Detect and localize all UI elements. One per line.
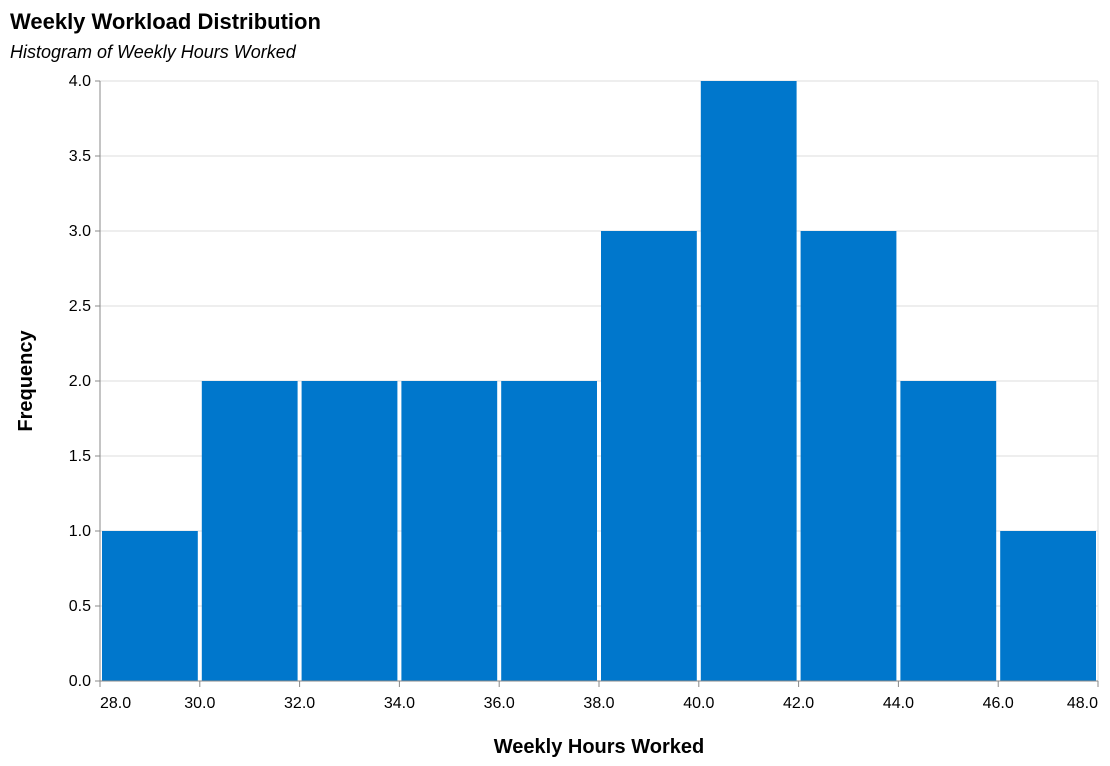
x-tick-label: 36.0 xyxy=(484,695,515,712)
histogram-bar xyxy=(102,531,198,681)
x-axis-title: Weekly Hours Worked xyxy=(494,736,704,758)
y-tick-label: 1.0 xyxy=(69,523,91,540)
x-tick-label: 32.0 xyxy=(284,695,315,712)
x-tick-label: 46.0 xyxy=(983,695,1014,712)
histogram-bar xyxy=(301,381,398,681)
x-tick-label: 40.0 xyxy=(683,695,714,712)
bars xyxy=(102,81,1096,681)
histogram-bar xyxy=(601,231,697,681)
y-tick-label: 0.0 xyxy=(69,673,91,690)
y-tick-label: 1.5 xyxy=(69,448,91,465)
histogram-bar xyxy=(201,381,298,681)
y-tick-label: 4.0 xyxy=(69,73,91,90)
histogram-bar xyxy=(1000,531,1096,681)
x-tick-label: 30.0 xyxy=(184,695,215,712)
y-tick-label: 2.0 xyxy=(69,373,91,390)
x-tick-label: 42.0 xyxy=(783,695,814,712)
y-tick-label: 2.5 xyxy=(69,298,91,315)
axes: 0.0 0.5 1.0 1.5 2.0 2.5 3.0 3.5 4.0 28.0 30.0 32.0 3… xyxy=(69,73,1099,712)
chart-subtitle: Histogram of Weekly Hours Worked xyxy=(10,42,297,62)
x-tick-label: 44.0 xyxy=(883,695,914,712)
histogram-bar xyxy=(800,231,897,681)
x-tick-label: 48.0 xyxy=(1067,695,1098,712)
y-axis-title: Frequency xyxy=(15,330,37,432)
x-tick-label: 34.0 xyxy=(384,695,415,712)
histogram-bar xyxy=(700,81,797,681)
x-tick-label: 28.0 xyxy=(100,695,131,712)
y-tick-label: 0.5 xyxy=(69,598,91,615)
histogram-bar xyxy=(501,381,597,681)
y-tick-label: 3.5 xyxy=(69,148,91,165)
histogram-bar xyxy=(401,381,498,681)
y-tick-label: 3.0 xyxy=(69,223,91,240)
x-tick-label: 38.0 xyxy=(583,695,614,712)
histogram-bar xyxy=(900,381,997,681)
chart-title: Weekly Workload Distribution xyxy=(10,9,321,34)
